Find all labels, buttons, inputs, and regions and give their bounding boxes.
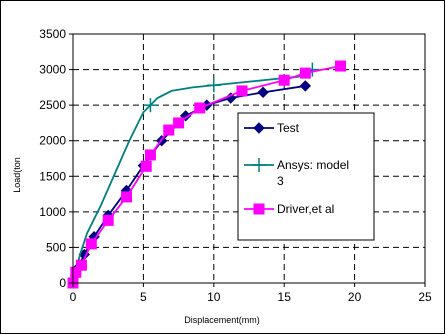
data-point xyxy=(102,214,114,226)
legend-label: Test xyxy=(277,121,300,135)
x-tick-label: 10 xyxy=(207,290,221,304)
data-point xyxy=(70,266,82,278)
legend-item: Driver,et al xyxy=(244,202,334,216)
data-point xyxy=(299,67,311,79)
data-point xyxy=(75,259,87,271)
axes xyxy=(72,34,425,284)
legend-marker xyxy=(252,158,266,172)
y-tick-label: 2500 xyxy=(39,98,66,112)
legend-item: Test xyxy=(244,121,300,135)
tick-labels: 0 500 1000 1500 2000 2500 3000 3500 0 5 10 15 20 25 xyxy=(39,27,432,304)
y-tick-label: 0 xyxy=(59,276,66,290)
data-point xyxy=(144,149,156,161)
data-point xyxy=(236,85,248,97)
legend-box xyxy=(237,112,375,241)
legend-marker xyxy=(253,122,265,134)
data-point xyxy=(143,98,158,113)
data-point xyxy=(278,74,290,86)
x-tick-label: 15 xyxy=(278,290,292,304)
legend: Test Ansys: model 3 Driver,et al xyxy=(237,112,375,241)
legend-item: Ansys: model 3 xyxy=(244,158,349,188)
data-point xyxy=(121,191,133,203)
data-point xyxy=(85,238,97,250)
data-point xyxy=(257,86,269,99)
legend-label-cont: 3 xyxy=(277,174,284,188)
data-point xyxy=(299,80,312,92)
y-tick-label: 3500 xyxy=(39,27,66,41)
y-tick-label: 1000 xyxy=(39,205,66,219)
legend-label: Driver,et al xyxy=(277,202,334,216)
y-axis-title: Load(ton xyxy=(12,157,22,193)
x-tick-label: 5 xyxy=(140,290,147,304)
legend-label: Ansys: model xyxy=(277,158,349,172)
legend-marker xyxy=(253,203,265,215)
series-line-ansys-model-3 xyxy=(72,68,313,284)
series-layer xyxy=(67,60,347,289)
x-tick-label: 25 xyxy=(418,290,432,304)
data-point xyxy=(194,102,206,114)
data-point xyxy=(173,117,185,129)
data-point xyxy=(335,60,347,72)
x-axis-title: Displacement(mm) xyxy=(184,315,260,325)
y-tick-label: 3000 xyxy=(39,63,66,77)
y-tick-label: 500 xyxy=(46,240,66,254)
data-point xyxy=(206,78,221,93)
x-tick-label: 0 xyxy=(70,290,77,304)
y-tick-label: 1500 xyxy=(39,169,66,183)
data-point xyxy=(140,160,152,172)
y-tick-label: 2000 xyxy=(39,134,66,148)
data-point xyxy=(163,124,175,136)
x-tick-label: 20 xyxy=(348,290,362,304)
